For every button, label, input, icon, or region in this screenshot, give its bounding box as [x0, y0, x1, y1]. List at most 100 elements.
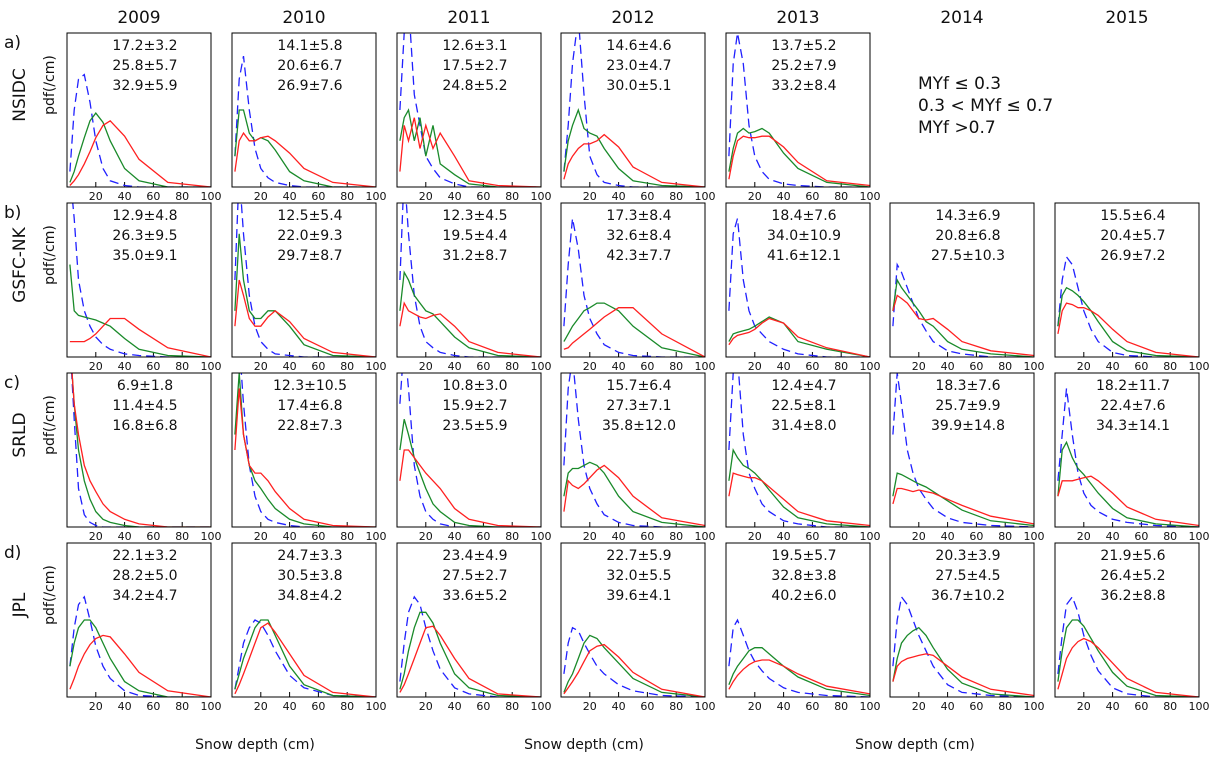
column-year: 2012	[611, 8, 654, 28]
x-tick-label: 60	[969, 530, 983, 543]
x-tick-label: 20	[748, 190, 762, 203]
x-tick-label: 20	[583, 360, 597, 373]
x-tick-label: 40	[283, 190, 297, 203]
x-tick-label: 100	[201, 190, 222, 203]
pdf-line	[728, 316, 870, 357]
stat-annotation: 23.4±4.9	[442, 548, 507, 564]
plot-lines	[728, 373, 870, 527]
pdf-line	[892, 487, 1034, 525]
x-axis-label: Snow depth (cm)	[855, 737, 975, 753]
pdf-line	[728, 33, 870, 187]
panel-frame	[1054, 202, 1200, 358]
stat-annotation: 23.5±5.9	[442, 418, 507, 434]
stat-annotation: 20.8±6.8	[935, 228, 1000, 244]
x-tick-label: 40	[448, 360, 462, 373]
x-tick-label: 40	[777, 360, 791, 373]
x-tick-label: 40	[1106, 700, 1120, 713]
x-tick-label: 60	[476, 530, 490, 543]
stat-annotation: 14.3±6.9	[935, 208, 1000, 224]
pdf-line	[399, 419, 541, 527]
pdf-line	[563, 307, 705, 357]
stat-annotation: 6.9±1.8	[117, 378, 173, 394]
stat-annotation: 34.3±14.1	[1096, 418, 1170, 434]
pdf-line	[71, 373, 211, 527]
pdf-line	[70, 373, 211, 527]
pdf-line	[399, 373, 541, 527]
legend-entry: MYf >0.7	[918, 118, 996, 138]
pdf-line	[892, 294, 1034, 357]
pdf-line	[69, 119, 211, 187]
x-tick-label: 40	[612, 360, 626, 373]
pdf-line	[563, 634, 705, 697]
x-tick-label: 80	[834, 530, 848, 543]
x-tick-label: 100	[695, 190, 716, 203]
stat-annotation: 22.7±5.9	[606, 548, 671, 564]
x-tick-label: 60	[969, 360, 983, 373]
column-year: 2015	[1105, 8, 1148, 28]
stat-annotation: 12.9±4.8	[112, 208, 177, 224]
x-axis-label: Snow depth (cm)	[195, 737, 315, 753]
x-tick-label: 100	[1024, 700, 1045, 713]
panel-frame	[1054, 542, 1200, 698]
x-tick-label: 80	[505, 530, 519, 543]
row-name: GSFC-NK	[10, 226, 30, 302]
x-tick-label: 100	[201, 700, 222, 713]
plot-lines	[234, 203, 376, 357]
x-tick-label: 60	[1134, 700, 1148, 713]
stat-annotation: 12.6±3.1	[442, 38, 507, 54]
x-tick-label: 60	[146, 530, 160, 543]
stat-annotation: 25.2±7.9	[771, 58, 836, 74]
pdf-line	[892, 472, 1034, 527]
stat-annotation: 22.0±9.3	[277, 228, 342, 244]
stat-annotation: 13.7±5.2	[771, 38, 836, 54]
pdf-line	[1057, 286, 1199, 357]
x-tick-label: 100	[201, 530, 222, 543]
panel-frame	[396, 32, 542, 188]
pdf-line	[399, 270, 541, 357]
column-year: 2014	[940, 8, 983, 28]
plot-lines	[1057, 595, 1199, 697]
x-tick-label: 20	[1077, 700, 1091, 713]
x-tick-label: 80	[175, 700, 189, 713]
x-tick-label: 100	[695, 360, 716, 373]
pdf-line	[234, 233, 376, 357]
panel-frame	[231, 32, 377, 188]
stat-annotation: 19.5±4.4	[442, 228, 507, 244]
column-year: 2013	[776, 8, 819, 28]
plot-lines	[234, 55, 376, 187]
stat-annotation: 12.4±4.7	[771, 378, 836, 394]
x-tick-label: 40	[1106, 360, 1120, 373]
pdf-line	[1057, 637, 1199, 697]
stat-annotation: 24.7±3.3	[277, 548, 342, 564]
pdf-line	[71, 373, 211, 527]
stat-annotation: 31.2±8.7	[442, 248, 507, 264]
pdf-line	[234, 619, 376, 697]
stat-annotation: 34.0±10.9	[767, 228, 841, 244]
x-tick-label: 80	[1163, 530, 1177, 543]
stat-annotation: 35.8±12.0	[602, 418, 676, 434]
panel-frame	[66, 542, 212, 698]
stat-annotation: 19.5±5.7	[771, 548, 836, 564]
column-year: 2009	[117, 8, 160, 28]
stat-annotation: 32.6±8.4	[606, 228, 671, 244]
plot-lines	[399, 373, 541, 527]
x-tick-label: 40	[612, 190, 626, 203]
x-tick-label: 100	[531, 700, 552, 713]
pdf-line	[399, 33, 541, 187]
stat-annotation: 30.5±3.8	[277, 568, 342, 584]
stat-annotation: 26.4±5.2	[1100, 568, 1165, 584]
pdf-line	[234, 622, 376, 697]
stat-annotation: 29.7±8.7	[277, 248, 342, 264]
x-tick-label: 20	[419, 530, 433, 543]
x-tick-label: 20	[583, 190, 597, 203]
x-tick-label: 60	[1134, 530, 1148, 543]
x-tick-label: 40	[118, 360, 132, 373]
pdf-line	[234, 619, 376, 697]
plot-lines	[563, 626, 705, 697]
x-tick-label: 20	[89, 360, 103, 373]
panel-frame	[66, 372, 212, 528]
pdf-line	[1057, 619, 1199, 697]
plot-lines	[70, 373, 211, 527]
panel-frame	[396, 202, 542, 358]
stat-annotation: 25.8±5.7	[112, 58, 177, 74]
